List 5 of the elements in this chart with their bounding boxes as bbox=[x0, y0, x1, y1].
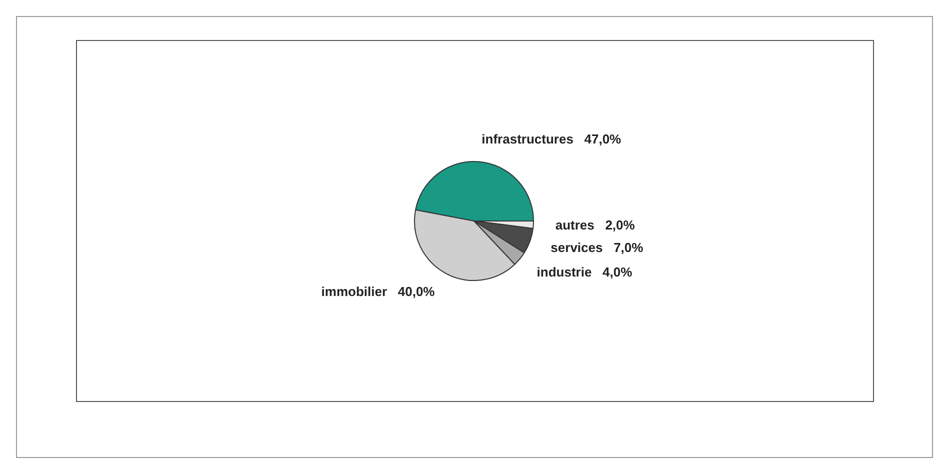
slice-label: infrastructures 47,0% bbox=[482, 131, 622, 146]
slice-label: immobilier 40,0% bbox=[321, 284, 436, 299]
slice-label: autres 2,0% bbox=[555, 218, 636, 233]
slice-label: industrie 4,0% bbox=[536, 264, 633, 280]
slice-label: services 7,0% bbox=[550, 240, 644, 256]
